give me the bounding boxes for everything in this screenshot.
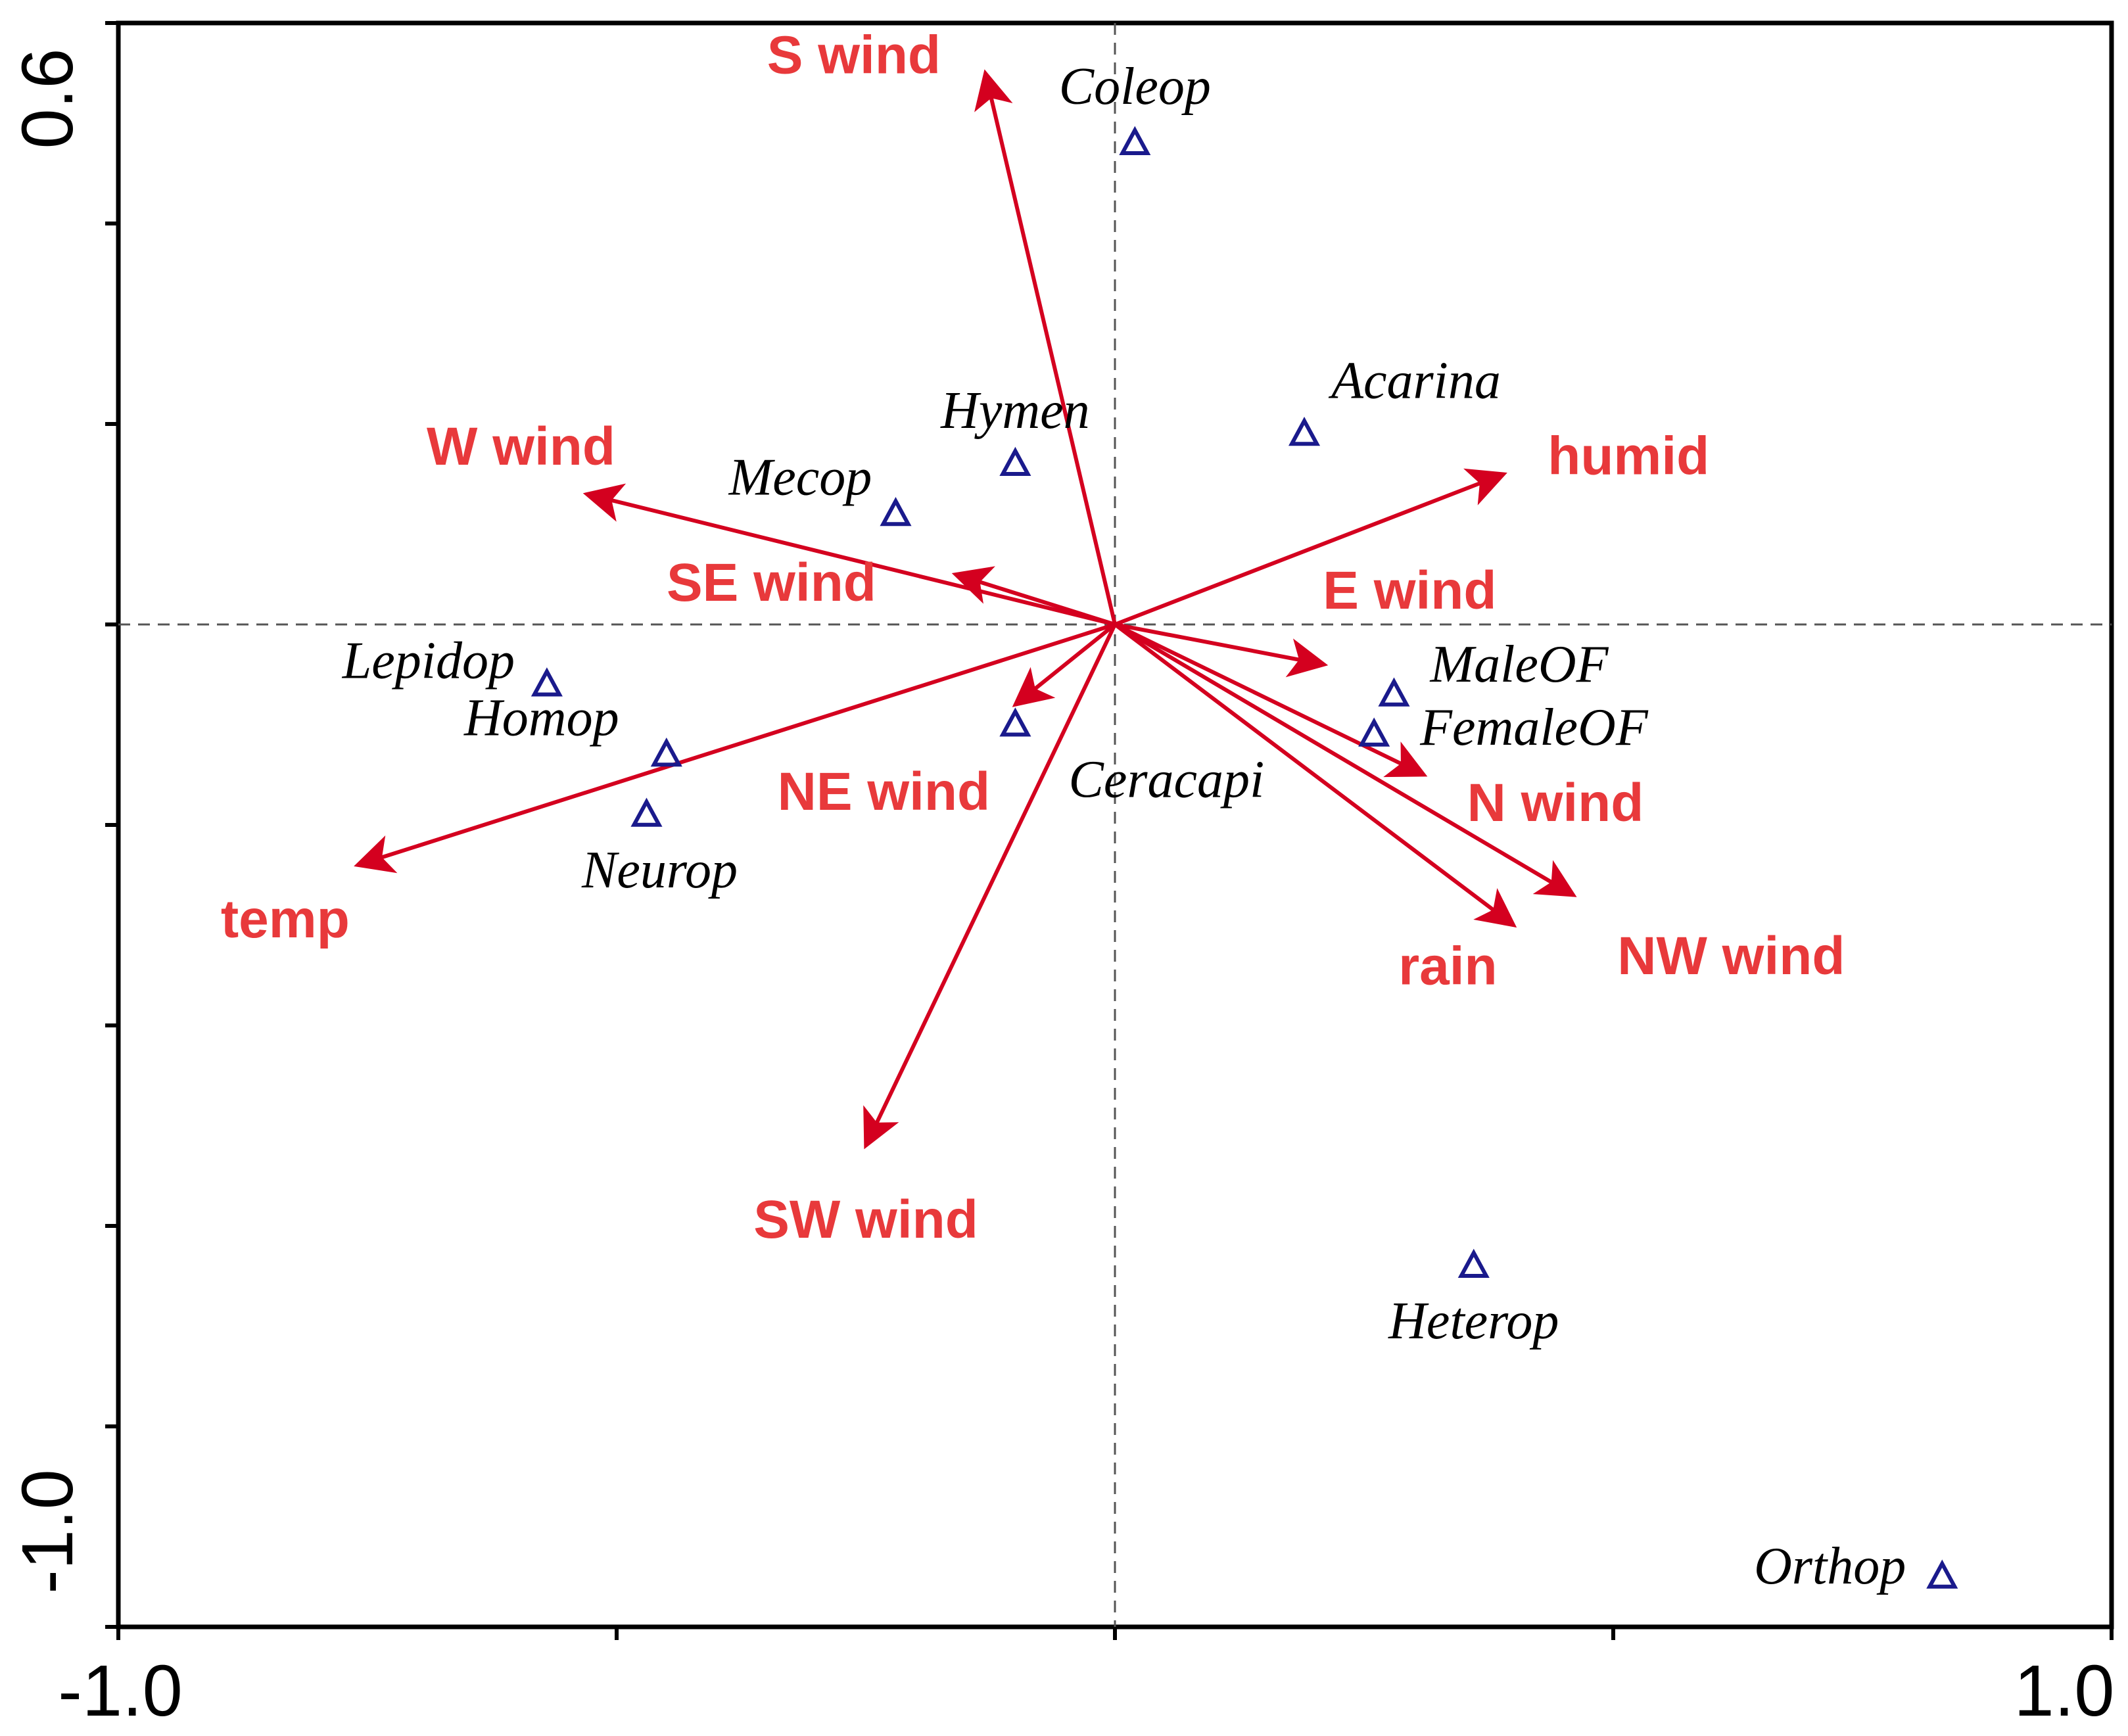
vector-s-wind — [974, 69, 1117, 625]
x-tick-label-right: 1.0 — [2014, 1651, 2115, 1731]
vector-label-temp: temp — [221, 889, 350, 949]
vector-label-se-wind: SE wind — [667, 553, 876, 613]
vector-label-n-wind: N wind — [1467, 773, 1644, 833]
species-marker-hymen — [999, 446, 1031, 476]
species-label-ceracapi: Ceracapi — [1069, 751, 1265, 809]
species-label-mecop: Mecop — [728, 448, 872, 506]
species-label-orthop: Orthop — [1754, 1537, 1906, 1595]
vector-n-wind — [1114, 622, 1428, 778]
vector-label-rain: rain — [1398, 937, 1497, 997]
vector-ne-wind — [1012, 622, 1116, 707]
species-marker-acarina — [1288, 416, 1321, 446]
x-tick-label-left: -1.0 — [58, 1651, 183, 1731]
vector-e-wind — [1114, 622, 1329, 678]
vector-nw-wind — [1114, 622, 1577, 897]
species-label-homop: Homop — [463, 689, 619, 747]
vector-label-humid: humid — [1548, 426, 1709, 486]
species-marker-coleop — [1119, 126, 1151, 155]
species-label-maleof: MaleOF — [1429, 636, 1609, 693]
species-label-hymen: Hymen — [940, 382, 1090, 440]
vector-temp — [354, 622, 1116, 874]
vector-se-wind — [951, 566, 1116, 626]
vector-label-ne-wind: NE wind — [778, 762, 990, 822]
species-label-heterop: Heterop — [1388, 1292, 1559, 1350]
vector-sw-wind — [863, 623, 1117, 1150]
species-label-lepidop: Lepidop — [342, 632, 515, 690]
species-marker-heterop — [1457, 1248, 1490, 1278]
species-label-acarina: Acarina — [1328, 352, 1501, 410]
vector-label-s-wind: S wind — [767, 25, 941, 85]
axis-ticks — [105, 21, 2114, 1640]
vector-w-wind — [582, 483, 1116, 626]
y-tick-label-bottom: -1.0 — [7, 1469, 88, 1594]
species-marker-mecop — [880, 496, 912, 527]
species-marker-neurop — [630, 797, 663, 827]
species-label-coleop: Coleop — [1059, 58, 1211, 116]
vector-label-w-wind: W wind — [427, 417, 615, 477]
species-marker-homop — [650, 737, 682, 767]
vector-label-e-wind: E wind — [1323, 561, 1496, 621]
species-marker-orthop — [1926, 1559, 1958, 1589]
species-marker-lepidop — [531, 667, 563, 697]
species-marker-maleof — [1378, 677, 1410, 707]
vector-label-nw-wind: NW wind — [1617, 926, 1845, 986]
species-marker-ceracapi — [999, 707, 1031, 737]
vector-label-sw-wind: SW wind — [753, 1190, 978, 1250]
vector-rain — [1114, 622, 1517, 928]
species-label-neurop: Neurop — [581, 841, 738, 899]
y-tick-label-top: 0.6 — [7, 49, 88, 149]
environment-vectors: S wind W wind SE wind NE wind temp SW wind hum… — [221, 25, 1845, 1250]
species-marker-femaleof — [1358, 717, 1390, 747]
species-label-femaleof: FemaleOF — [1419, 699, 1649, 757]
vector-humid — [1114, 468, 1507, 626]
